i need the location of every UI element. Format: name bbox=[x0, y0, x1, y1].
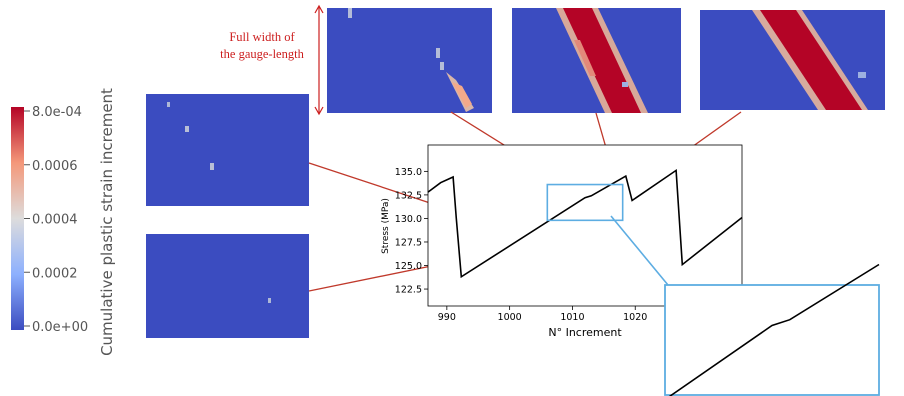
y-tick-label: 127.5 bbox=[395, 237, 422, 248]
gauge-arrow-head-top bbox=[314, 4, 324, 14]
strain-panel-left-top bbox=[146, 94, 309, 206]
annotation-line-1: Full width of bbox=[229, 30, 295, 44]
colorbar-tick-label: 0.0002 bbox=[32, 266, 78, 281]
colorbar-gradient bbox=[11, 107, 24, 330]
gauge-arrow-head-bottom bbox=[314, 106, 324, 116]
y-tick-label: 130.0 bbox=[395, 214, 422, 225]
gauge-annotation: Full width of the gauge-length bbox=[220, 4, 324, 116]
y-tick-label: 125.0 bbox=[395, 261, 422, 272]
zoom-inset-frame bbox=[664, 284, 880, 396]
colorbar-tick-label: 0.0e+00 bbox=[32, 320, 88, 335]
zoom-connector-left bbox=[610, 215, 669, 286]
colorbar-tick-label: 0.0004 bbox=[32, 213, 78, 228]
strain-panel-top-1 bbox=[327, 8, 492, 113]
stress-series-line bbox=[427, 168, 743, 279]
colorbar-tick-label: 8.0e-04 bbox=[32, 105, 82, 120]
colorbar-ticks: 8.0e-04 0.0006 0.0004 0.0002 0.0e+00 bbox=[24, 105, 88, 335]
strain-panel-left-bottom bbox=[146, 234, 309, 338]
stress-chart: 990 1000 1010 1020 122.5 125.0 127.5 130.0 132.… bbox=[381, 144, 743, 339]
y-tick-label: 132.5 bbox=[395, 190, 422, 201]
x-axis-label: N° Increment bbox=[548, 326, 622, 339]
plot-area bbox=[427, 144, 743, 307]
y-axis-label: Stress (MPa) bbox=[381, 198, 391, 254]
annotation-line-2: the gauge-length bbox=[220, 47, 304, 61]
strain-panel-top-2 bbox=[512, 8, 681, 113]
zoom-inset bbox=[664, 263, 880, 396]
zoom-region-box bbox=[546, 183, 624, 222]
x-tick-label: 1020 bbox=[623, 312, 647, 323]
x-tick-label: 1010 bbox=[560, 312, 584, 323]
x-axis-ticks: 990 1000 1010 1020 bbox=[438, 306, 647, 323]
colorbar-tick-label: 0.0006 bbox=[32, 159, 78, 174]
colorbar-title: Cumulative plastic strain increment bbox=[98, 88, 116, 356]
x-tick-label: 990 bbox=[438, 312, 456, 323]
y-tick-label: 122.5 bbox=[395, 285, 422, 296]
colorbar: 8.0e-04 0.0006 0.0004 0.0002 0.0e+00 Cumulat… bbox=[11, 88, 116, 356]
y-axis-ticks: 122.5 125.0 127.5 130.0 132.5 135.0 bbox=[395, 167, 428, 296]
x-tick-label: 1000 bbox=[498, 312, 522, 323]
y-tick-label: 135.0 bbox=[395, 167, 422, 178]
zoom-inset-line bbox=[668, 263, 880, 396]
strain-panel-top-3 bbox=[700, 10, 885, 110]
